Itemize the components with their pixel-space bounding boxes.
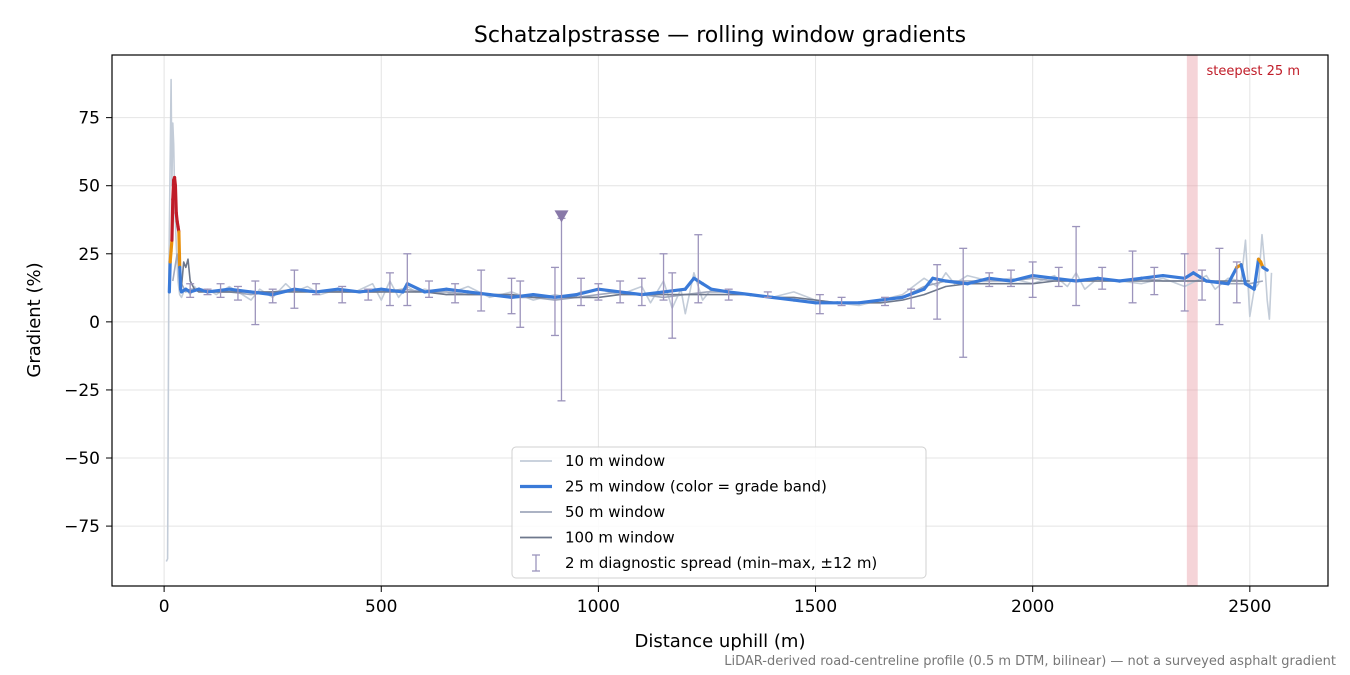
y-tick-label: 50 <box>78 177 100 197</box>
series-25m-segment <box>900 287 926 299</box>
series-25m-segment <box>249 290 275 297</box>
series-25m-segment <box>379 287 405 294</box>
series-25m-segment <box>922 276 935 291</box>
x-tick-label: 0 <box>159 597 170 617</box>
x-tick-label: 2500 <box>1228 597 1271 617</box>
series-25m-segment <box>1009 273 1035 283</box>
series-25m-segment <box>1052 276 1078 283</box>
series-25m-segment <box>1139 273 1165 280</box>
series-25m-segment <box>661 287 687 294</box>
x-axis-label: Distance uphill (m) <box>635 631 806 652</box>
legend-label: 50 m window <box>565 503 665 521</box>
series-25m-segment <box>167 260 172 294</box>
legend-label: 25 m window (color = grade band) <box>565 478 827 496</box>
series-25m-segment <box>1261 265 1269 272</box>
series-25m-segment <box>987 276 1013 283</box>
marker-layer <box>554 210 569 223</box>
series-25m-segment <box>336 287 362 294</box>
series-25m-segment <box>177 230 182 269</box>
steepest-band-layer <box>1186 55 1198 586</box>
y-tick-label: −75 <box>64 517 100 537</box>
series-25m-segment <box>1074 276 1100 283</box>
series-lines <box>165 78 1273 562</box>
series-25m-segment <box>169 238 174 253</box>
x-tick-label: 1500 <box>794 597 837 617</box>
legend: 10 m window 25 m window (color = grade ba… <box>511 446 927 579</box>
series-25m-segment <box>173 184 178 215</box>
series-25m-segment <box>1191 271 1209 283</box>
series-25m-segment <box>271 287 296 297</box>
y-axis-ticks: −75 −50 −25 0 25 50 75 <box>64 109 112 537</box>
series-25m-segment <box>1183 271 1195 280</box>
plot-frame <box>111 54 1329 587</box>
series-25m-segment <box>205 287 231 294</box>
x-axis-ticks: 0 500 1000 1500 2000 2500 <box>159 586 1271 617</box>
series-25m-segment <box>944 279 970 286</box>
series-25m-segment <box>931 276 948 283</box>
footnote: LiDAR-derived road-centreline profile (0… <box>724 654 1336 669</box>
series-25m-segment <box>879 295 905 302</box>
series-25m-segment <box>1252 257 1261 291</box>
series-25m-segment <box>444 287 470 294</box>
steepest-label: steepest 25 m <box>1207 64 1300 79</box>
series-25m-segment <box>1117 276 1143 283</box>
y-tick-label: 75 <box>78 109 100 129</box>
series-25m-segment <box>509 293 535 299</box>
x-tick-label: 500 <box>365 597 397 617</box>
series-25m-segment <box>640 290 666 297</box>
max-gradient-marker <box>554 210 569 223</box>
legend-box <box>511 446 927 579</box>
series-25m-segment <box>618 290 644 297</box>
series-25m-segment <box>488 293 514 299</box>
series-25m-segment <box>770 295 796 302</box>
series-25m-segment <box>1031 273 1057 280</box>
series-25m-segment <box>965 276 991 286</box>
series-25m-segment <box>405 282 427 294</box>
legend-label: 100 m window <box>565 529 675 547</box>
series-25m-segment <box>553 293 579 299</box>
series-25m-segment <box>1239 263 1248 286</box>
y-axis-label: Gradient (%) <box>24 262 45 377</box>
series-25m-segment <box>466 290 492 297</box>
series-25m-segment <box>1204 279 1230 286</box>
y-tick-label: 0 <box>89 313 100 333</box>
series-25m-segment <box>575 287 601 297</box>
grid <box>112 55 1328 586</box>
series-25m-segment <box>168 249 173 264</box>
series-25m-segment <box>178 265 183 291</box>
series-25m-segment <box>1161 273 1187 280</box>
chart-title: Schatzalpstrasse — rolling window gradie… <box>474 23 966 48</box>
y-tick-label: −25 <box>64 381 100 401</box>
y-tick-label: 25 <box>78 245 100 265</box>
series-25m-segment <box>596 287 622 294</box>
x-tick-label: 1000 <box>577 597 620 617</box>
series-25m-segment <box>227 287 253 294</box>
series-25m-segment <box>531 293 557 299</box>
series-25m-segment <box>727 290 753 297</box>
series-25m-segment <box>857 298 883 305</box>
series-25m-segment <box>709 287 731 294</box>
series-25m-segment <box>357 287 383 294</box>
legend-label: 2 m diagnostic spread (min–max, ±12 m) <box>565 554 877 572</box>
series-25m-segment <box>792 298 818 305</box>
series-25m-segment <box>423 287 448 294</box>
diagnostic-spread-bars <box>186 217 1241 402</box>
series-25m-segment <box>170 197 175 242</box>
series-25m-segment <box>292 287 318 294</box>
series-25m-segment <box>701 282 713 291</box>
series-25m-segment <box>1226 265 1239 286</box>
x-tick-label: 2000 <box>1011 597 1054 617</box>
series-25m-segment <box>171 178 176 201</box>
series-25m-segment <box>314 287 340 294</box>
series-25m-segment <box>683 276 696 291</box>
steepest-band <box>1186 55 1198 586</box>
legend-label: 10 m window <box>565 452 665 470</box>
series-25m-segment <box>1096 276 1122 283</box>
y-tick-label: −50 <box>64 449 100 469</box>
